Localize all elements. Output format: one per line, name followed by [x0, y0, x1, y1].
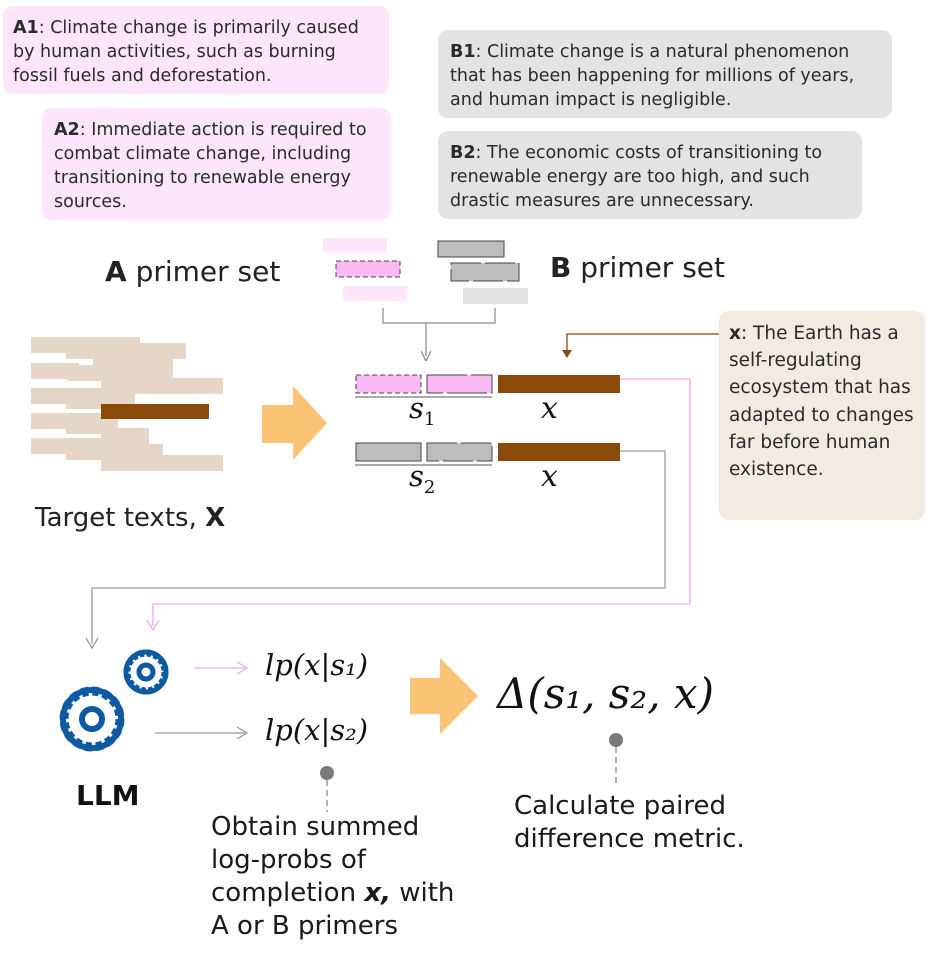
b-set-letter: B	[550, 251, 572, 284]
s1-label: s1	[409, 391, 436, 430]
obtain-x-italic: x,	[364, 878, 391, 908]
lp-callout-dot	[320, 766, 334, 780]
target-x-text: : The Earth has a self-regulating ecosys…	[729, 323, 914, 481]
primer-b2-label: B2	[450, 143, 476, 163]
primer-b1-box: B1: Climate change is a natural phenomen…	[438, 30, 892, 118]
obtain-line-4: A or B primers	[211, 911, 398, 941]
x-label-row-1: x	[541, 391, 558, 426]
gear-icon	[59, 649, 169, 752]
a-set-rest: primer set	[126, 255, 281, 288]
orange-arrow-to-delta	[410, 658, 478, 734]
lp-s1: lp(x|s₁)	[265, 648, 369, 682]
target-texts-label: Target texts, X	[35, 503, 226, 533]
highlighted-target-text	[101, 404, 209, 419]
obtain-line-2: log-probs of	[211, 845, 366, 875]
delta-metric: Δ(s₁, s₂, x)	[497, 669, 714, 718]
pink-path-s1	[152, 378, 691, 626]
target-text-bar	[67, 365, 173, 381]
primer-a2-box: A2: Immediate action is required to comb…	[42, 108, 391, 220]
x-connector-head	[562, 350, 572, 358]
primer-a1-box: A1: Climate change is primarily caused b…	[3, 6, 389, 94]
obtain-line-3: completion x, with	[211, 878, 455, 908]
target-x-label: x	[729, 323, 741, 344]
x-connector	[566, 333, 719, 354]
obtain-caption: Obtain summed log-probs of completion x,…	[211, 811, 454, 943]
primer-b2-box: B2: The economic costs of transitioning …	[438, 131, 862, 219]
calc-line-1: Calculate paired	[514, 791, 726, 821]
obtain-line-1: Obtain summed	[211, 812, 420, 842]
primer-a2-text: : Immediate action is required to combat…	[54, 120, 367, 212]
target-letter: X	[205, 503, 226, 533]
s2-sub: 2	[423, 476, 436, 498]
gray-path-s2-head	[85, 637, 99, 650]
a-primer-set-label: A primer set	[105, 255, 280, 288]
b-primer-set-label: B primer set	[550, 251, 725, 284]
x-label-row-2: x	[541, 459, 558, 494]
primer-a1-label: A1	[13, 18, 39, 38]
target-x-box: x: The Earth has a self-regulating ecosy…	[719, 311, 925, 520]
orange-arrow-to-sequences	[262, 386, 327, 460]
lp-s2: lp(x|s₂)	[265, 713, 369, 747]
primer-b1-text: : Climate change is a natural phenomenon…	[450, 42, 855, 110]
target-text-bar	[101, 378, 223, 394]
primer-a1-text: : Climate change is primarily caused by …	[13, 18, 359, 86]
calc-caption: Calculate paired difference metric.	[514, 790, 745, 856]
llm-label: LLM	[76, 779, 140, 812]
gray-path-s2	[91, 450, 666, 644]
primer-merge-connector	[382, 308, 496, 356]
s2-label: s2	[409, 459, 436, 498]
primer-b2-text: : The economic costs of transitioning to…	[450, 143, 823, 211]
a-set-letter: A	[105, 255, 127, 288]
target-texts-stack	[31, 337, 223, 471]
lp1-arrow-head	[236, 661, 249, 675]
lp2-arrow-head	[236, 726, 249, 740]
primer-a2-label: A2	[54, 120, 80, 140]
primer-mini-blocks	[323, 238, 528, 304]
delta-callout-dot	[609, 733, 623, 747]
b-set-rest: primer set	[571, 251, 726, 284]
primer-b1-label: B1	[450, 42, 476, 62]
pink-path-s1-head	[146, 619, 160, 632]
sequence-row-1	[355, 374, 620, 398]
s1-sub: 1	[423, 408, 436, 430]
target-text-bar	[101, 455, 223, 471]
sequence-row-2	[355, 442, 620, 466]
calc-line-2: difference metric.	[514, 824, 745, 854]
